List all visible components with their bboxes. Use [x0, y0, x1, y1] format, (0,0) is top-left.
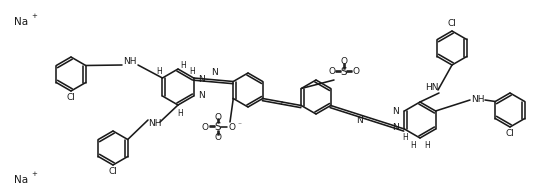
Text: O: O [353, 68, 360, 76]
Text: +: + [31, 13, 37, 19]
Text: Na: Na [14, 175, 28, 185]
Text: H: H [410, 141, 416, 151]
Text: Cl: Cl [448, 20, 456, 29]
Text: O: O [215, 113, 221, 121]
Text: NH: NH [471, 94, 485, 104]
Text: H: H [177, 108, 183, 118]
Text: O: O [329, 68, 335, 76]
Text: N: N [391, 107, 399, 117]
Text: +: + [31, 171, 37, 177]
Text: N: N [356, 116, 363, 125]
Text: Cl: Cl [108, 167, 117, 177]
Text: NH: NH [148, 119, 162, 127]
Text: Cl: Cl [505, 130, 514, 139]
Text: O: O [229, 122, 236, 132]
Text: N: N [198, 90, 205, 100]
Text: O: O [340, 57, 348, 67]
Text: H: H [403, 133, 408, 143]
Text: H: H [157, 68, 162, 76]
Text: S: S [215, 122, 221, 132]
Text: ⁻: ⁻ [237, 120, 241, 130]
Text: H: H [190, 67, 196, 75]
Text: Cl: Cl [67, 94, 76, 102]
Text: H: H [180, 61, 186, 69]
Text: HN: HN [425, 83, 439, 93]
Text: Na: Na [14, 17, 28, 27]
Text: NH: NH [123, 56, 137, 66]
Text: N: N [211, 68, 218, 77]
Text: N: N [198, 74, 205, 83]
Text: N: N [391, 124, 399, 133]
Text: O: O [201, 122, 208, 132]
Text: O: O [215, 133, 221, 141]
Text: H: H [424, 141, 430, 151]
Text: S: S [341, 67, 348, 77]
